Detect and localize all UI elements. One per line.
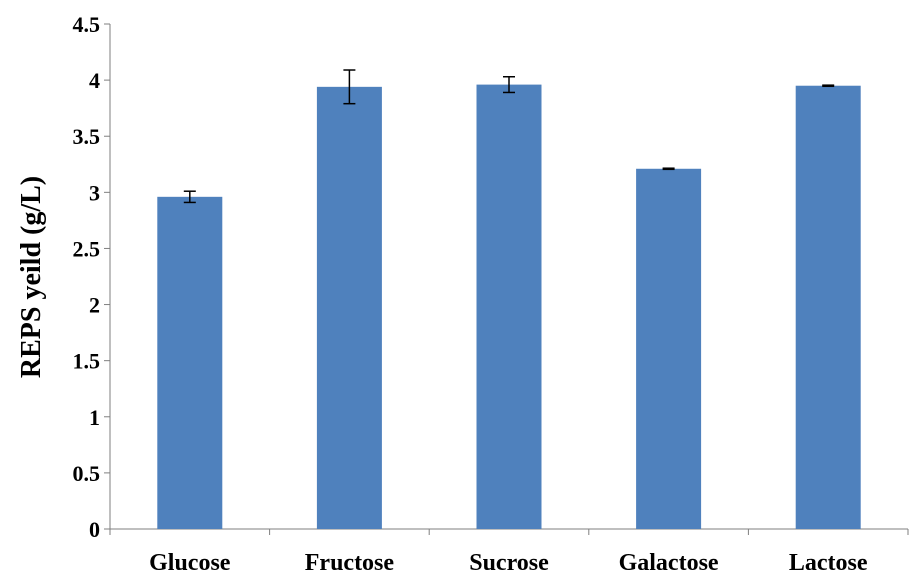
x-category-label: Lactose xyxy=(789,550,868,573)
y-tick-label: 3.5 xyxy=(73,124,101,149)
y-tick-label: 0.5 xyxy=(73,461,101,486)
y-tick-label: 2 xyxy=(89,293,100,318)
y-tick-label: 0 xyxy=(89,517,100,542)
bar xyxy=(476,84,542,529)
y-tick-label: 4 xyxy=(89,68,100,93)
x-category-label: Fructose xyxy=(305,550,395,573)
y-tick-label: 1 xyxy=(89,405,100,430)
bar xyxy=(157,196,223,530)
bar xyxy=(636,168,702,529)
y-tick-label: 1.5 xyxy=(73,349,101,374)
x-category-label: Sucrose xyxy=(469,550,549,573)
plot-area: 0 0.5 1 1.5 2 2.5 3 3.5 4 4.5 Glucose Fructose Sucro… xyxy=(73,12,909,573)
bar xyxy=(795,85,861,529)
x-category-label: Galactose xyxy=(619,550,719,573)
y-tick-label: 3 xyxy=(89,180,100,205)
bar xyxy=(316,86,382,529)
y-axis-title: REPS yeild (g/L) xyxy=(16,176,47,378)
x-category-label: Glucose xyxy=(149,550,231,573)
y-tick-label: 2.5 xyxy=(73,236,101,261)
y-tick-label: 4.5 xyxy=(73,12,101,37)
